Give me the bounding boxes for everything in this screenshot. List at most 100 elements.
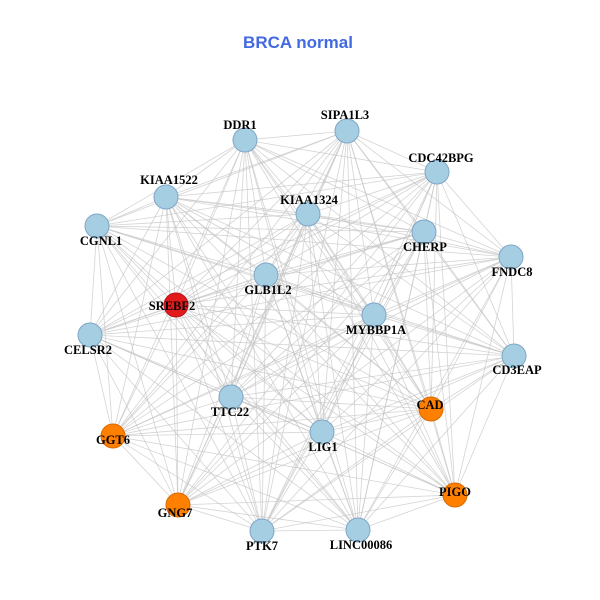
node-label-CGNL1: CGNL1: [80, 234, 122, 248]
edge-KIAA1522-PTK7: [165, 196, 263, 532]
edge-DDR1-KIAA1522: [165, 139, 246, 198]
node-label-CAD: CAD: [416, 398, 443, 412]
edge-CGNL1-PTK7: [96, 225, 263, 532]
node-label-PIGO: PIGO: [439, 485, 471, 499]
edge-DDR1-PTK7: [244, 139, 263, 532]
edge-FNDC8-GLB1L2: [265, 256, 512, 276]
node-label-CD3EAP: CD3EAP: [492, 363, 542, 377]
edge-KIAA1324-LINC00086: [307, 213, 359, 531]
edge-LIG1-GNG7: [177, 431, 323, 506]
edge-KIAA1522-GNG7: [165, 196, 179, 506]
node-label-LIG1: LIG1: [308, 440, 337, 454]
node-label-CHERP: CHERP: [403, 240, 447, 254]
node-GLB1L2: [253, 262, 279, 288]
edge-SREBF2-LINC00086: [175, 304, 359, 531]
edge-CDC42BPG-LIG1: [321, 171, 438, 433]
edge-DDR1-SREBF2: [175, 139, 246, 306]
edge-CGNL1-GLB1L2: [96, 225, 267, 276]
node-CELSR2: [77, 322, 103, 348]
edge-GLB1L2-LIG1: [265, 274, 323, 433]
node-CHERP: [411, 219, 437, 245]
edge-SIPA1L3-CELSR2: [89, 130, 348, 336]
edge-CGNL1-CHERP: [96, 225, 425, 233]
edge-CDC42BPG-PIGO: [436, 171, 456, 496]
edges-layer: [89, 130, 515, 532]
node-label-CDC42BPG: CDC42BPG: [408, 151, 474, 165]
edge-LIG1-PIGO: [321, 431, 456, 496]
edge-PIGO-GNG7: [177, 494, 456, 506]
node-FNDC8: [498, 244, 524, 270]
edge-FNDC8-LINC00086: [357, 256, 512, 531]
node-label-GNG7: GNG7: [158, 506, 193, 520]
edge-SREBF2-PIGO: [175, 304, 456, 496]
edge-KIAA1324-CGNL1: [96, 213, 309, 227]
edge-DDR1-CHERP: [244, 139, 425, 233]
edge-SIPA1L3-CHERP: [346, 130, 425, 233]
edge-CDC42BPG-PTK7: [261, 171, 438, 532]
edge-SIPA1L3-PTK7: [261, 130, 348, 532]
edge-CD3EAP-PTK7: [261, 355, 515, 532]
edge-CDC42BPG-CAD: [430, 171, 438, 410]
edge-SIPA1L3-CAD: [346, 130, 432, 410]
edge-GLB1L2-LINC00086: [265, 274, 359, 531]
edge-KIAA1324-CD3EAP: [307, 213, 515, 357]
node-SREBF2: [163, 292, 189, 318]
edge-FNDC8-PTK7: [261, 256, 512, 532]
labels-layer: DDR1 SIPA1L3 CDC42BPG KIAA1522 KIAA1324 CGNL1…: [64, 108, 542, 553]
nodes-layer: [77, 118, 527, 544]
edge-GGT6-LIG1: [112, 431, 323, 437]
node-label-FNDC8: FNDC8: [492, 265, 533, 279]
node-PTK7: [249, 518, 275, 544]
edge-SREBF2-GGT6: [112, 304, 177, 437]
edge-SREBF2-TTC22: [175, 304, 232, 398]
node-SIPA1L3: [334, 118, 360, 144]
node-label-SREBF2: SREBF2: [149, 299, 196, 313]
node-DDR1: [232, 127, 258, 153]
node-CAD: [418, 396, 444, 422]
edge-CGNL1-CD3EAP: [96, 225, 515, 357]
edge-GLB1L2-CD3EAP: [265, 274, 515, 357]
node-CGNL1: [84, 213, 110, 239]
edge-TTC22-CAD: [230, 396, 432, 410]
node-label-MYBBP1A: MYBBP1A: [346, 323, 406, 337]
edge-MYBBP1A-GNG7: [177, 314, 375, 506]
node-KIAA1522: [153, 184, 179, 210]
edge-CAD-GNG7: [177, 408, 432, 506]
edge-GGT6-PIGO: [112, 435, 456, 496]
node-label-KIAA1522: KIAA1522: [140, 173, 198, 187]
edge-KIAA1324-GNG7: [177, 213, 309, 506]
edge-FNDC8-SREBF2: [175, 256, 512, 306]
node-GGT6: [100, 423, 126, 449]
edge-TTC22-LINC00086: [230, 396, 359, 531]
edge-KIAA1522-SREBF2: [165, 196, 177, 306]
edge-CD3EAP-LIG1: [321, 355, 515, 433]
node-label-DDR1: DDR1: [223, 118, 256, 132]
node-label-KIAA1324: KIAA1324: [280, 193, 338, 207]
edge-KIAA1324-CHERP: [307, 213, 425, 233]
node-GNG7: [165, 492, 191, 518]
edge-MYBBP1A-LINC00086: [357, 314, 375, 531]
edge-CELSR2-CAD: [89, 334, 432, 410]
edge-DDR1-GNG7: [177, 139, 246, 506]
edge-CHERP-GNG7: [177, 231, 425, 506]
node-KIAA1324: [295, 201, 321, 227]
edge-CGNL1-FNDC8: [96, 225, 512, 258]
node-label-GLB1L2: GLB1L2: [244, 283, 291, 297]
edge-KIAA1522-LINC00086: [165, 196, 359, 531]
edge-CAD-LIG1: [321, 408, 432, 433]
edge-FNDC8-GGT6: [112, 256, 512, 437]
edge-KIAA1522-GLB1L2: [165, 196, 267, 276]
edge-CELSR2-GNG7: [89, 334, 179, 506]
edge-CAD-PIGO: [430, 408, 456, 496]
edge-PTK7-LINC00086: [261, 529, 359, 532]
edge-KIAA1324-GGT6: [112, 213, 309, 437]
edge-SIPA1L3-TTC22: [230, 130, 348, 398]
node-label-CELSR2: CELSR2: [64, 343, 112, 357]
node-label-TTC22: TTC22: [211, 405, 249, 419]
edge-GLB1L2-PTK7: [261, 274, 267, 532]
edge-CD3EAP-LINC00086: [357, 355, 515, 531]
node-LINC00086: [345, 517, 371, 543]
edge-CAD-GGT6: [112, 408, 432, 437]
edge-SREBF2-CAD: [175, 304, 432, 410]
